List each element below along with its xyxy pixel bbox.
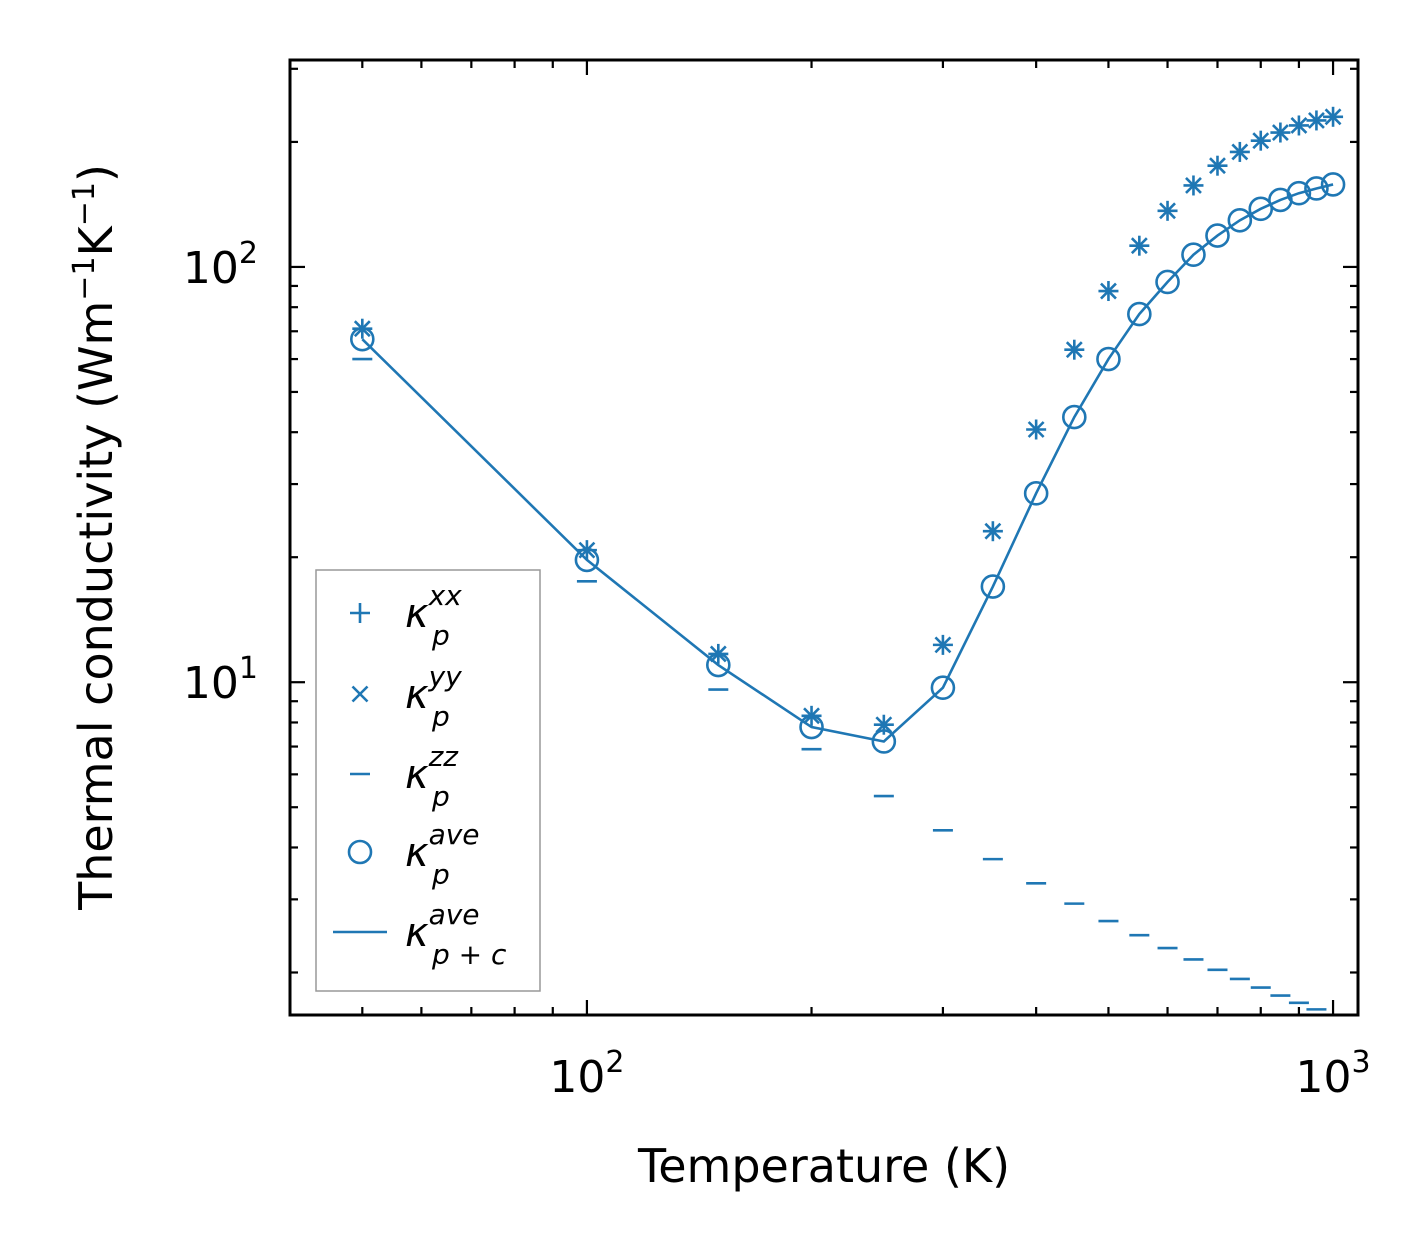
- point-kappa_p_ave: [799, 714, 824, 740]
- point-kappa_p_yy-b: [934, 636, 952, 654]
- point-kappa_p_yy: [1027, 421, 1045, 438]
- point-kappa_p_yy-b: [1185, 177, 1202, 194]
- y-axis-title-end: ): [69, 164, 123, 182]
- point-kappa_p_ave: [1227, 208, 1253, 233]
- legend-item-kappa_p_yy: κyy p: [351, 660, 462, 733]
- x-tick-label: 102: [549, 1045, 624, 1103]
- plot-content: [350, 106, 1346, 1017]
- point-kappa_p_ave: [1127, 301, 1152, 327]
- point-kappa_p_yy-b: [1231, 143, 1249, 161]
- plot-frame: [288, 58, 1360, 1017]
- y-tick-label: 102: [183, 236, 258, 294]
- y-axis-title: Thermal conductivity (Wm−1K−1): [67, 164, 123, 911]
- point-kappa_p_yy: [1252, 132, 1270, 150]
- point-kappa_p_yy: [1308, 112, 1325, 129]
- point-kappa_p_ave: [1248, 196, 1274, 222]
- point-kappa_p_yy-b: [1130, 237, 1148, 255]
- point-kappa_p_yy: [1209, 157, 1226, 175]
- point-kappa_p_ave: [1062, 404, 1087, 430]
- legend-label: κzz p: [405, 740, 459, 813]
- point-kappa_p_yy: [934, 636, 952, 654]
- point-kappa_p_yy-b: [1252, 132, 1270, 150]
- x-tick-labels: 102 103: [549, 1045, 1370, 1103]
- x-tick-label: 103: [1296, 1045, 1371, 1103]
- point-kappa_p_ave: [1155, 269, 1180, 295]
- legend-item-kappa_p_zz: κzz p: [350, 740, 459, 813]
- series-line-kappa_p_plus_c_ave: [361, 183, 1334, 743]
- y-tick-label: 101: [183, 651, 258, 709]
- y-axis-title-exp2: −1: [67, 182, 102, 226]
- point-kappa_p_yy: [1324, 108, 1342, 126]
- point-kappa_p_ave: [574, 547, 600, 573]
- point-kappa_p_yy-b: [984, 522, 1002, 540]
- point-kappa_p_ave: [930, 675, 956, 701]
- point-kappa_p_yy: [1159, 202, 1176, 220]
- legend-handle-circle: [347, 839, 373, 865]
- point-kappa_p_yy-b: [1159, 202, 1176, 220]
- legend-label: κyy p: [405, 660, 462, 733]
- point-kappa_p_ave: [980, 574, 1006, 599]
- series-kappa_p_plus_c_ave: [361, 183, 1334, 743]
- y-axis-title-main: Thermal conductivity (Wm: [69, 301, 123, 911]
- point-kappa_p_yy-b: [875, 716, 893, 734]
- point-kappa_p_ave: [1286, 180, 1312, 206]
- x-axis-title: Temperature (K): [637, 1139, 1010, 1193]
- legend-label: κave p: [405, 818, 480, 891]
- point-kappa_p_yy-b: [1324, 108, 1342, 126]
- point-kappa_p_ave: [1096, 346, 1121, 372]
- legend-handle-cross-b: [351, 685, 369, 703]
- y-axis-title-mid: K: [69, 224, 123, 256]
- point-kappa_p_yy-b: [1271, 124, 1289, 141]
- point-kappa_p_ave: [1181, 242, 1206, 268]
- point-kappa_p_yy: [1185, 177, 1202, 194]
- legend-handle-cross: [351, 685, 369, 703]
- point-kappa_p_ave: [1304, 176, 1329, 201]
- point-kappa_p_yy: [1271, 124, 1289, 141]
- point-kappa_p_yy: [1290, 117, 1308, 134]
- point-kappa_p_yy: [1065, 341, 1083, 359]
- point-kappa_p_yy-b: [1065, 341, 1083, 359]
- major-ticks: [290, 60, 1358, 1015]
- point-kappa_p_ave: [350, 326, 375, 352]
- point-kappa_p_yy: [1100, 282, 1117, 300]
- y-axis-title-exp1: −1: [67, 256, 102, 300]
- legend-handle-plus: [350, 603, 370, 623]
- point-kappa_p_yy-b: [1209, 157, 1226, 175]
- legend-frame: [315, 569, 541, 992]
- point-kappa_p_ave: [706, 652, 731, 678]
- point-kappa_p_ave: [1205, 223, 1230, 248]
- point-kappa_p_yy: [1231, 143, 1249, 161]
- legend-item-kappa_p_plus_c_ave: κave p + c: [333, 898, 507, 971]
- point-kappa_p_yy: [1130, 237, 1148, 255]
- point-kappa_p_yy-b: [1290, 117, 1308, 134]
- legend-item-kappa_p_xx: κxx p: [350, 579, 462, 652]
- point-kappa_p_yy-b: [1308, 112, 1325, 129]
- point-kappa_p_yy: [875, 716, 893, 734]
- series-kappa_p_zz: [352, 357, 1344, 1017]
- point-kappa_p_ave: [871, 729, 897, 754]
- point-kappa_p_yy-b: [1027, 421, 1045, 438]
- y-tick-labels: 101 102: [183, 236, 258, 709]
- point-kappa_p_yy-b: [1100, 282, 1117, 300]
- legend-item-kappa_p_ave: κave p: [347, 818, 480, 891]
- legend-label: κave p + c: [405, 898, 507, 971]
- legend-label: κxx p: [405, 579, 462, 652]
- series-kappa_p_ave: [350, 172, 1346, 754]
- point-kappa_p_ave: [1320, 172, 1346, 197]
- point-kappa_p_yy: [984, 522, 1002, 540]
- point-kappa_p_ave: [1023, 481, 1049, 506]
